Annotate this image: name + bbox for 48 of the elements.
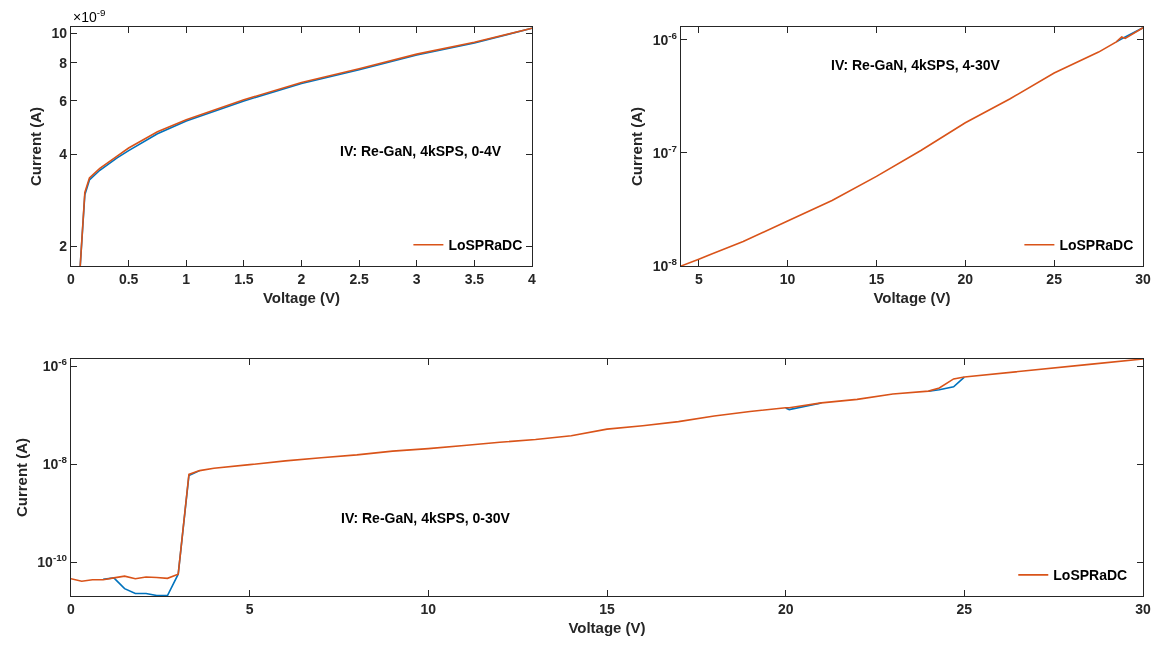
x-tick-label: 2.5	[349, 270, 370, 287]
y-tick-label: 10$^{-6}$	[42, 356, 68, 375]
annotation: IV: Re-GaN, 4kSPS, 0-4V	[340, 143, 502, 159]
x-tick-label: 2	[297, 270, 306, 287]
annotation: IV: Re-GaN, 4kSPS, 4-30V	[831, 57, 1001, 73]
y-axis-title: Current (A)	[26, 106, 44, 187]
x-tick-label: 0	[67, 600, 76, 617]
x-tick-label: 30	[1135, 600, 1151, 617]
y-tick-label: 10$^{-10}$	[37, 552, 68, 571]
y-tick-label: 6	[59, 92, 68, 109]
y-tick-label: 10$^{-6}$	[652, 29, 678, 48]
x-tick-label: 3.5	[464, 270, 485, 287]
x-axis-title: Voltage (V)	[568, 618, 646, 636]
x-tick-label: 25	[1046, 270, 1063, 287]
line-series	[681, 27, 1143, 266]
y-axis-title: Current (A)	[628, 106, 645, 187]
x-tick-label: 10	[779, 270, 796, 287]
y-tick-label: 10	[51, 25, 68, 42]
line-series	[71, 359, 1143, 583]
y-tick-label: 8	[59, 54, 68, 71]
legend-label: LoSPRaDC	[1059, 237, 1134, 254]
y-tick-label: 10$^{-8}$	[42, 454, 68, 473]
y-tick-label: 2	[59, 237, 68, 254]
x-tick-label: 0.5	[118, 270, 139, 287]
legend-label: LoSPRaDC	[448, 237, 523, 254]
x-tick-label: 30	[1135, 270, 1151, 287]
y-tick-label: 10$^{-8}$	[652, 256, 678, 274]
x-axis-title: Voltage (V)	[873, 288, 951, 306]
x-tick-label: 15	[599, 600, 615, 617]
x-tick-label: 15	[868, 270, 885, 287]
y-axis-title: Current (A)	[12, 437, 30, 518]
x-axis-title: Voltage (V)	[262, 288, 341, 306]
x-tick-label: 1	[182, 270, 191, 287]
annotation: IV: Re-GaN, 4kSPS, 0-30V	[341, 510, 511, 526]
legend-label: LoSPRaDC	[1053, 567, 1128, 584]
x-tick-label: 20	[777, 600, 794, 617]
x-tick-label: 1.5	[234, 270, 254, 287]
y-tick-label: 10$^{-7}$	[652, 142, 678, 161]
x-tick-label: 25	[956, 600, 973, 617]
x-tick-label: 4	[528, 270, 537, 287]
x-tick-label: 0	[67, 270, 76, 287]
text: ×10$^{-9}$	[73, 7, 106, 25]
y-tick-label: 4	[59, 146, 68, 163]
x-tick-label: 3	[412, 270, 421, 287]
x-tick-label: 20	[957, 270, 974, 287]
x-tick-label: 10	[420, 600, 437, 617]
x-tick-label: 5	[694, 270, 703, 287]
x-tick-label: 5	[245, 600, 254, 617]
